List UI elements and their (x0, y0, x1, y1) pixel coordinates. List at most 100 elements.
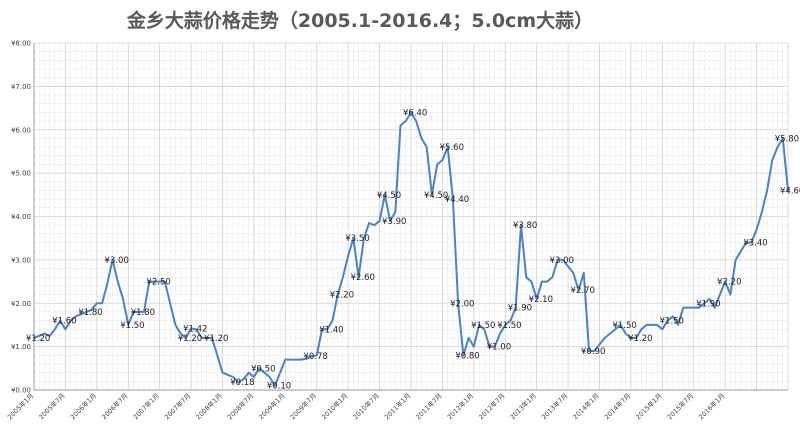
data-point (619, 323, 622, 327)
data-label: ¥1.20 (26, 334, 50, 344)
data-point (237, 380, 240, 384)
data-label: ¥6.40 (403, 108, 427, 118)
data-point (184, 336, 188, 340)
x-tick-label: 2015年1月 (634, 391, 664, 421)
data-point (514, 306, 517, 309)
grid (33, 42, 789, 391)
data-label: ¥2.20 (330, 291, 354, 301)
data-point (477, 323, 481, 327)
data-label: ¥1.50 (497, 321, 521, 331)
axes (33, 43, 788, 391)
data-point (32, 336, 36, 340)
data-label: ¥4.40 (445, 195, 469, 205)
x-tick-label: 2007年7月 (162, 391, 192, 421)
x-tick-label: 2009年1月 (257, 391, 287, 421)
x-tick-label: 2007年1月 (131, 391, 161, 421)
data-label: ¥0.80 (455, 351, 479, 361)
x-tick-label: 2013年7月 (539, 391, 569, 421)
data-point (58, 319, 62, 322)
data-label: ¥5.60 (440, 143, 464, 153)
x-tick-label: 2008年1月 (194, 391, 224, 421)
x-tick-label: 2011年1月 (382, 391, 412, 421)
data-label: ¥0.50 (251, 364, 275, 374)
data-point (257, 367, 261, 370)
x-tick-label: 2009年7月 (288, 391, 318, 421)
data-label: ¥1.90 (696, 299, 720, 309)
data-label: ¥1.50 (120, 321, 144, 331)
data-label: ¥1.42 (183, 324, 207, 334)
data-point (493, 345, 496, 348)
x-tick-label: 2012年1月 (445, 391, 475, 421)
y-tick-label: ¥2.00 (11, 300, 31, 308)
data-label: ¥2.00 (450, 299, 474, 309)
data-point (451, 197, 455, 201)
data-label: ¥0.18 (230, 378, 254, 388)
data-point (723, 280, 727, 283)
data-point (535, 297, 538, 301)
data-point (587, 349, 591, 353)
y-axis-ticks: ¥0.00 ¥1.00 ¥2.00 ¥3.00 ¥4.00 ¥5.00 ¥6.00 ¥7.00… (11, 40, 31, 395)
y-tick-label: ¥3.00 (11, 256, 31, 264)
data-label: ¥3.00 (105, 256, 129, 266)
data-point (786, 189, 790, 192)
data-point (352, 236, 355, 240)
data-label: ¥3.00 (550, 256, 574, 266)
x-tick-label: 2014年1月 (571, 391, 601, 421)
data-point (781, 137, 784, 140)
data-point (462, 354, 465, 357)
data-point (310, 354, 313, 358)
data-label: ¥2.60 (351, 273, 375, 283)
data-point (556, 258, 559, 262)
y-tick-label: ¥0.00 (11, 387, 31, 395)
data-label: ¥2.70 (571, 286, 595, 296)
data-point (504, 323, 507, 327)
data-point (383, 193, 387, 197)
data-point (750, 241, 753, 244)
data-label: ¥5.80 (775, 134, 799, 144)
data-point (446, 145, 449, 149)
data-label: ¥1.80 (78, 308, 102, 318)
y-tick-label: ¥5.00 (11, 170, 31, 178)
data-label: ¥4.50 (424, 191, 448, 201)
data-point (85, 310, 88, 314)
data-label: ¥1.50 (660, 317, 684, 327)
x-tick-label: 2008年7月 (225, 391, 255, 421)
x-tick-label: 2006年7月 (99, 391, 129, 421)
data-label: ¥0.90 (581, 347, 605, 357)
y-tick-label: ¥4.00 (11, 213, 31, 221)
data-point (703, 302, 706, 305)
data-point (336, 293, 339, 296)
data-point (430, 193, 434, 197)
data-point (388, 219, 392, 223)
data-label: ¥1.00 (487, 343, 511, 353)
data-label: ¥0.78 (304, 352, 328, 362)
y-tick-label: ¥6.00 (11, 126, 31, 134)
data-labels: ¥1.20¥1.60¥1.80¥3.00¥1.50¥1.80¥2.50¥1.20… (26, 108, 800, 391)
data-label: ¥4.60 (780, 186, 800, 196)
data-point (111, 258, 114, 262)
data-point (326, 328, 329, 331)
data-point (189, 327, 193, 330)
y-tick-label: ¥1.00 (11, 343, 31, 351)
data-point (634, 336, 638, 340)
data-point (127, 323, 130, 327)
data-label: ¥1.40 (319, 325, 343, 335)
y-tick-label: ¥8.00 (11, 40, 31, 48)
x-tick-label: 2013年1月 (508, 391, 538, 421)
x-tick-label: 2012年7月 (476, 391, 506, 421)
data-label: ¥3.80 (513, 221, 537, 231)
data-point (137, 310, 140, 314)
data-label: ¥1.60 (52, 317, 76, 327)
y-tick-label: ¥7.00 (11, 83, 31, 91)
data-point (519, 223, 523, 227)
data-point (666, 319, 669, 322)
data-label: ¥2.10 (529, 295, 553, 305)
data-markers (32, 111, 790, 387)
x-tick-label: 2005年7月 (37, 391, 67, 421)
x-tick-label: 2010年1月 (319, 391, 349, 421)
data-point (153, 280, 156, 283)
data-label: ¥3.50 (345, 234, 369, 244)
data-label: ¥0.10 (267, 382, 291, 392)
data-point (357, 276, 360, 279)
